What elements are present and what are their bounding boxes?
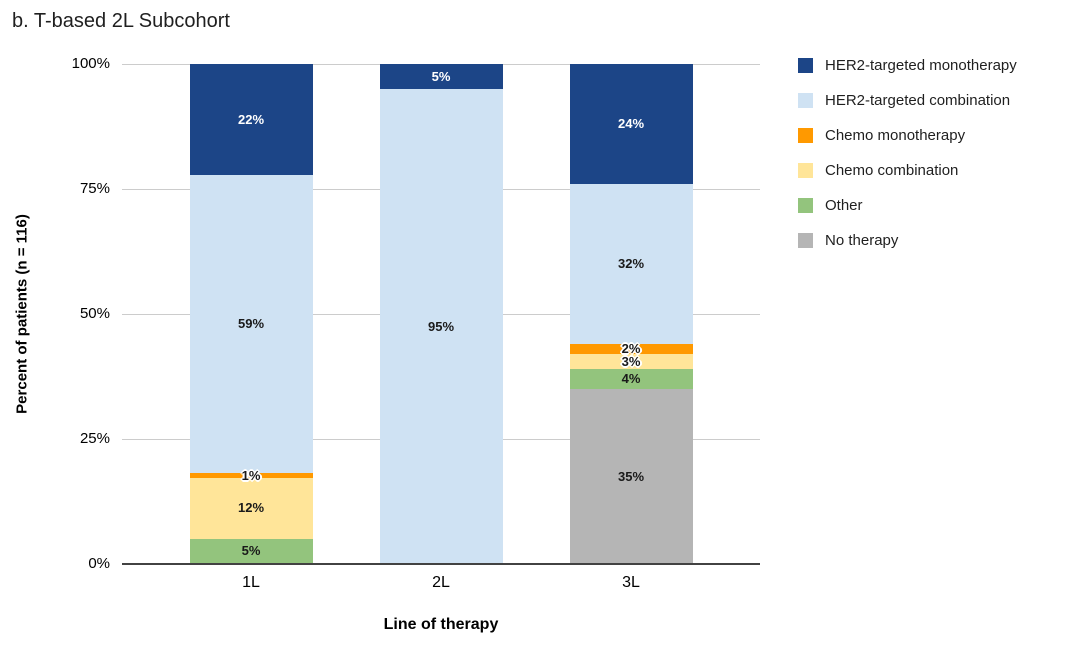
y-tick-label: 50% <box>79 305 110 322</box>
legend: HER2-targeted monotherapy HER2-targeted c… <box>798 57 1017 267</box>
legend-swatch-chemo-monotherapy <box>798 128 813 143</box>
legend-item: No therapy <box>798 232 1017 249</box>
legend-label: HER2-targeted monotherapy <box>825 57 1017 74</box>
segment-value-label: 59% <box>237 316 265 332</box>
segment-value-label: 95% <box>427 318 455 334</box>
legend-swatch-no-therapy <box>798 233 813 248</box>
legend-item: Chemo monotherapy <box>798 127 1017 144</box>
chart-title: b. T-based 2L Subcohort <box>12 10 230 32</box>
y-axis-title: Percent of patients (n = 116) <box>13 214 31 414</box>
segment-value-label: 32% <box>617 256 645 271</box>
legend-swatch-her2-targeted-monotherapy <box>798 58 813 73</box>
legend-label: HER2-targeted combination <box>825 92 1011 109</box>
x-tick-label: 2L <box>432 574 450 591</box>
segment-her2-targeted-monotherapy <box>379 64 503 89</box>
x-tick-label: 3L <box>622 574 640 591</box>
segment-no-therapy <box>569 389 693 564</box>
bar-3l: 35% 4% 3% 2% 32% 24% <box>569 64 693 564</box>
segment-value-label: 1% <box>241 467 261 483</box>
segment-value-label: 22% <box>237 111 265 127</box>
segment-chemo-monotherapy <box>569 344 693 354</box>
segment-her2-targeted-combination <box>569 184 693 344</box>
legend-item: HER2-targeted monotherapy <box>798 57 1017 74</box>
y-tick-label: 100% <box>71 55 110 72</box>
y-tick-label: 25% <box>79 430 110 447</box>
segment-other <box>569 369 693 389</box>
segment-her2-targeted-monotherapy <box>569 64 693 184</box>
segment-value-label: 3% <box>621 353 641 369</box>
legend-item: Other <box>798 197 1017 214</box>
legend-swatch-chemo-combination <box>798 163 813 178</box>
segment-her2-targeted-monotherapy <box>189 64 313 176</box>
segment-value-label: 2% <box>621 341 641 356</box>
segment-value-label: 5% <box>431 68 451 84</box>
x-axis-title: Line of therapy <box>383 616 499 633</box>
y-tick-label: 75% <box>79 180 110 197</box>
legend-item: Chemo combination <box>798 162 1017 179</box>
segment-her2-targeted-combination <box>189 175 313 474</box>
y-tick-label: 0% <box>88 555 110 572</box>
segment-value-label: 4% <box>621 371 641 386</box>
segment-value-label: 35% <box>617 468 645 484</box>
legend-label: Chemo combination <box>825 162 959 179</box>
x-axis-line <box>122 563 760 565</box>
legend-label: Other <box>825 197 863 214</box>
segment-her2-targeted-combination <box>379 89 503 564</box>
segment-other <box>189 538 313 564</box>
plot-area: 0% 25% 50% 75% 100% 5% 12% 1% 59% 22% 1L 95% 5% 2L 35%… <box>72 55 760 591</box>
segment-chemo-combination <box>569 354 693 369</box>
legend-label: Chemo monotherapy <box>825 127 966 144</box>
bar-1l: 5% 12% 1% 59% 22% <box>189 64 313 564</box>
legend-label: No therapy <box>825 232 899 249</box>
segment-chemo-monotherapy <box>189 473 313 479</box>
segment-value-label: 12% <box>237 500 265 516</box>
bar-2l: 95% 5% <box>379 64 503 564</box>
legend-swatch-other <box>798 198 813 213</box>
segment-chemo-combination <box>189 478 313 539</box>
legend-item: HER2-targeted combination <box>798 92 1017 109</box>
segment-value-label: 24% <box>617 116 645 131</box>
segment-value-label: 5% <box>241 543 261 559</box>
legend-swatch-her2-targeted-combination <box>798 93 813 108</box>
x-tick-label: 1L <box>242 574 260 591</box>
